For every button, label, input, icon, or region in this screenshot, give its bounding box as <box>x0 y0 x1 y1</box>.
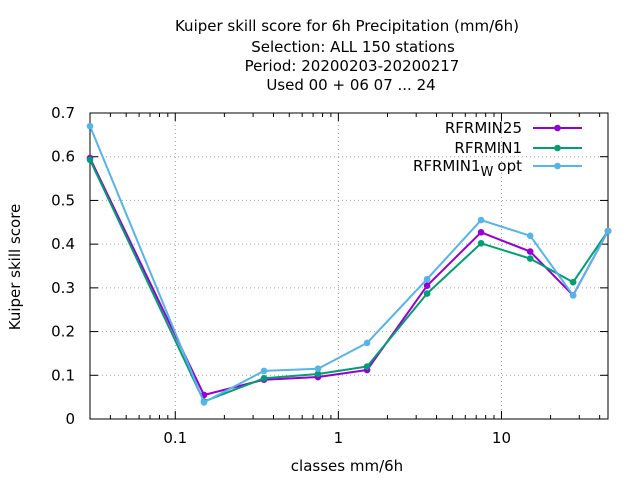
x-tick-label: 1 <box>334 429 344 447</box>
y-tick-label: 0.4 <box>51 235 75 253</box>
legend-label-suffix: opt <box>497 157 522 175</box>
series-2-point <box>314 370 322 378</box>
chart-title-line-4: Used 00 + 06 07 ... 24 <box>266 76 435 94</box>
chart-title: Kuiper skill score for 6h Precipitation … <box>175 17 519 94</box>
legend-label: RFRMIN1W opt <box>413 157 522 180</box>
x-tick-labels: 0.1 1 10 <box>163 429 511 447</box>
series-2-point <box>260 375 268 382</box>
series-3-point <box>423 275 431 283</box>
legend-label: RFRMIN1 <box>454 139 522 157</box>
plot-frame <box>89 112 609 420</box>
series-3-point <box>86 122 94 130</box>
y-tick-label: 0 <box>65 410 75 428</box>
series-line-1 <box>89 157 609 396</box>
legend-label-subscript: W <box>481 165 494 180</box>
chart-title-line-1: Kuiper skill score for 6h Precipitation … <box>175 17 519 35</box>
series-line-2 <box>89 159 609 403</box>
legend-label: RFRMIN25 <box>445 119 522 137</box>
y-tick-label: 0.1 <box>51 366 75 384</box>
x-tick-label: 0.1 <box>163 429 187 447</box>
y-tick-label: 0.2 <box>51 323 75 341</box>
series-line-3 <box>89 125 609 404</box>
series-2-point <box>477 239 485 247</box>
series-3-point <box>260 367 268 375</box>
legend-swatch-marker <box>554 124 561 132</box>
series-3-point <box>526 232 534 240</box>
series-2-point <box>86 156 94 164</box>
series-3-point <box>604 227 612 235</box>
y-tick-labels: 0 0.1 0.2 0.3 0.4 0.5 0.6 0.7 <box>51 104 75 428</box>
legend-swatch-marker <box>554 162 561 170</box>
axis-ticks <box>90 112 608 420</box>
grid <box>90 113 608 419</box>
x-tick-label: 10 <box>492 429 511 447</box>
series-2-point <box>526 255 534 262</box>
y-tick-label: 0.6 <box>51 148 75 166</box>
series-1-point <box>526 248 534 255</box>
y-tick-label: 0.7 <box>51 104 75 122</box>
legend-label-main: RFRMIN1 <box>413 157 481 175</box>
series-2-point <box>423 290 431 297</box>
x-axis-label: classes mm/6h <box>291 457 403 475</box>
series-3-point <box>200 399 208 406</box>
series-3-point <box>477 216 485 224</box>
chart-title-line-3: Period: 20200203-20200217 <box>245 57 460 75</box>
y-tick-label: 0.5 <box>51 191 75 209</box>
series-1-point <box>423 282 431 289</box>
y-tick-label: 0.3 <box>51 279 75 297</box>
series-3-point <box>569 291 577 299</box>
series-2-point <box>363 363 371 370</box>
chart-title-line-2: Selection: ALL 150 stations <box>251 38 455 56</box>
series-lines <box>86 122 612 406</box>
series-2-point <box>569 278 577 286</box>
series-3-point <box>363 339 371 347</box>
y-axis-label: Kuiper skill score <box>6 204 24 331</box>
legend-swatch-marker <box>554 144 561 152</box>
series-3-point <box>314 365 322 373</box>
series-1-point <box>477 229 485 236</box>
